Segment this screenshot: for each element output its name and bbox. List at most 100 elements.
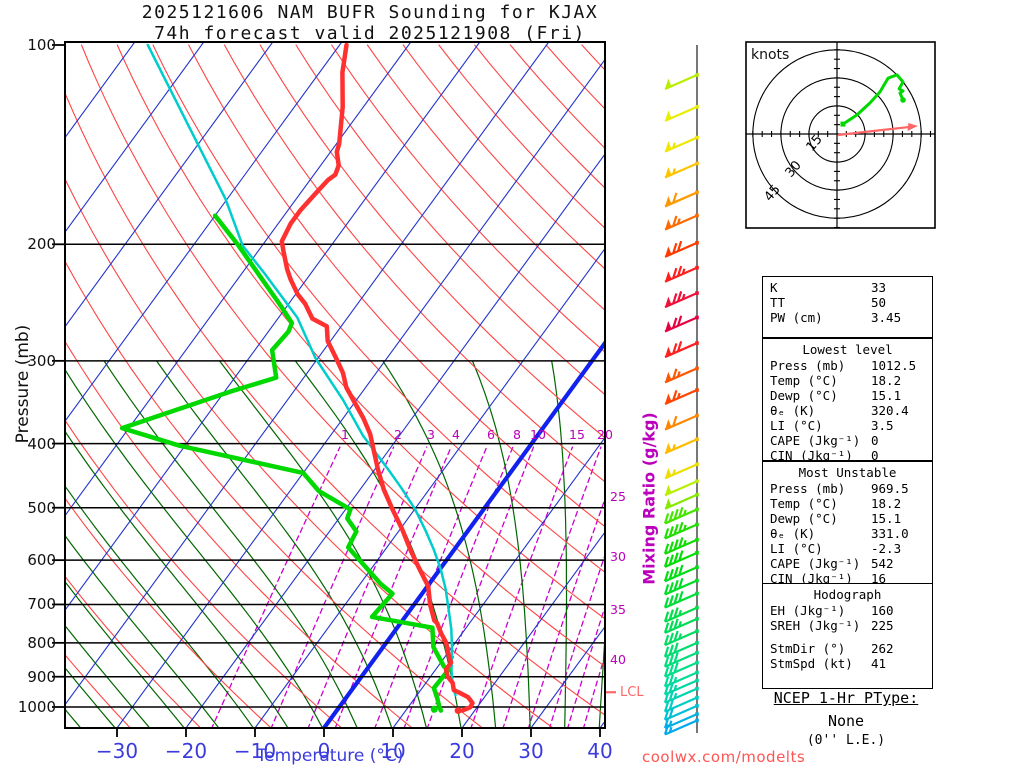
index-label: Temp (°C): [770, 496, 838, 511]
index-row: Dewp (°C) 15.1: [763, 511, 932, 526]
temperature-axis-label: Temperature (°C): [256, 746, 404, 766]
pressure-tick-label: 200: [27, 235, 56, 253]
index-row: CAPE (Jkg⁻¹) 542: [763, 556, 932, 571]
index-label: CAPE (Jkg⁻¹): [770, 433, 861, 448]
index-value: 3.45: [871, 310, 902, 325]
mixing-ratio-label: 20: [597, 427, 613, 442]
pressure-tick-label: 1000: [17, 698, 56, 716]
hodograph-trace-start: [840, 121, 846, 127]
hodograph-ring-label: 15: [804, 132, 826, 154]
hodograph-border: [745, 41, 936, 229]
index-label: Dewp (°C): [770, 511, 838, 526]
index-row: θₑ (K) 320.4: [763, 403, 932, 418]
index-value: 160: [871, 603, 894, 618]
index-row: CAPE (Jkg⁻¹) 0: [763, 433, 932, 448]
index-row: PW (cm) 3.45: [763, 310, 932, 325]
hodograph-ring-label: 45: [762, 182, 784, 204]
temperature-tick-label: 20: [449, 739, 475, 763]
index-value: 15.1: [871, 511, 902, 526]
index-value: 15.1: [871, 388, 902, 403]
index-value: 3.5: [871, 418, 894, 433]
indices-box: Lowest level Press (mb) 1012.5 Temp (°C) 18.…: [762, 338, 933, 463]
index-value: 33: [871, 280, 887, 295]
hodograph-units-label: knots: [751, 47, 790, 63]
temperature-tick-label: −20: [164, 739, 208, 763]
pressure-tick-label: 300: [27, 352, 56, 370]
index-row: K 33: [763, 280, 932, 295]
pressure-tick-label: 900: [27, 668, 56, 686]
temperature-tick-label: 30: [518, 739, 544, 763]
index-label: K: [770, 280, 778, 295]
index-row: SREH (Jkg⁻¹) 225: [763, 618, 932, 633]
index-label: Dewp (°C): [770, 388, 838, 403]
indices-box: K 33 TT 50 PW (cm) 3.45: [762, 276, 933, 338]
pressure-tick-label: 600: [27, 551, 56, 569]
index-row: Press (mb) 1012.5: [763, 358, 932, 373]
ptype-value: None: [827, 712, 865, 730]
pressure-tick-label: 500: [27, 499, 56, 517]
index-label: Temp (°C): [770, 373, 838, 388]
index-value: 18.2: [871, 496, 902, 511]
mixing-ratio-label: 15: [569, 427, 585, 442]
temperature-tick-label: −10: [233, 739, 277, 763]
temperature-tick-label: 0: [317, 739, 331, 763]
index-label: CIN (Jkg⁻¹): [770, 448, 853, 463]
pressure-gridlines: [65, 243, 605, 708]
index-row: TT 50: [763, 295, 932, 310]
temperature-tick-label: −30: [95, 739, 139, 763]
index-value: 18.2: [871, 373, 902, 388]
index-row: Press (mb) 969.5: [763, 481, 932, 496]
index-row: StmSpd (kt) 41: [763, 656, 932, 671]
indices-box-title: Hodograph: [813, 587, 882, 602]
index-label: EH (Jkg⁻¹): [770, 603, 846, 618]
watermark-link[interactable]: coolwx.com/modelts: [642, 748, 806, 766]
index-label: SREH (Jkg⁻¹): [770, 618, 861, 633]
index-value: 0: [871, 448, 879, 463]
indices-box-title: Most Unstable: [798, 465, 897, 480]
index-row: Temp (°C) 18.2: [763, 373, 932, 388]
indices-box-title: Lowest level: [802, 342, 893, 357]
indices-box: Most Unstable Press (mb) 969.5 Temp (°C) 18.…: [762, 461, 933, 586]
index-value: 0: [871, 433, 879, 448]
index-label: StmSpd (kt): [770, 656, 853, 671]
index-value: 320.4: [871, 403, 909, 418]
index-value: 16: [871, 571, 887, 586]
isotherms: [65, 42, 605, 728]
ptype-note: (0'' L.E.): [806, 733, 886, 748]
mixing-ratio-label: 35: [610, 602, 626, 617]
index-value: 225: [871, 618, 894, 633]
index-row: θₑ (K) 331.0: [763, 526, 932, 541]
lcl-label: LCL: [620, 685, 644, 700]
index-label: Press (mb): [770, 358, 846, 373]
index-value: 542: [871, 556, 894, 571]
pressure-tick-label: 100: [27, 36, 56, 54]
sounding-traces: [119, 42, 475, 715]
index-value: 969.5: [871, 481, 909, 496]
index-row: LI (°C) 3.5: [763, 418, 932, 433]
mixing-ratio-label: 8: [513, 427, 521, 442]
index-label: LI (°C): [770, 541, 823, 556]
index-label: θₑ (K): [770, 403, 816, 418]
pressure-tick-label: 400: [27, 435, 56, 453]
index-label: TT: [770, 295, 786, 310]
temperature-tick-label: 10: [380, 739, 406, 763]
index-row: Temp (°C) 18.2: [763, 496, 932, 511]
chart-title-line1: 2025121606 NAM BUFR Sounding for KJAX: [141, 2, 599, 23]
hodograph-trace-end: [900, 97, 906, 103]
storm-motion-arrowhead: [907, 122, 918, 131]
mixing-ratio-label: 10: [530, 427, 546, 442]
mixing-ratio-label: 1: [341, 427, 349, 442]
index-row: Dewp (°C) 15.1: [763, 388, 932, 403]
mixing-ratio-label: 2: [394, 427, 402, 442]
mixing-ratio-lines: [211, 446, 605, 728]
indices-box: Hodograph EH (Jkg⁻¹) 160 SREH (Jkg⁻¹) 225 Stm…: [762, 583, 933, 689]
mixing-ratio-label: 30: [610, 549, 626, 564]
surface-dewpoint-dot: [430, 705, 438, 713]
index-label: Press (mb): [770, 481, 846, 496]
mixing-ratio-label: 4: [452, 427, 460, 442]
mixing-ratio-label: 6: [487, 427, 495, 442]
wind-barb-column: [663, 45, 699, 736]
index-row: CIN (Jkg⁻¹) 16: [763, 571, 932, 586]
index-label: θₑ (K): [770, 526, 816, 541]
